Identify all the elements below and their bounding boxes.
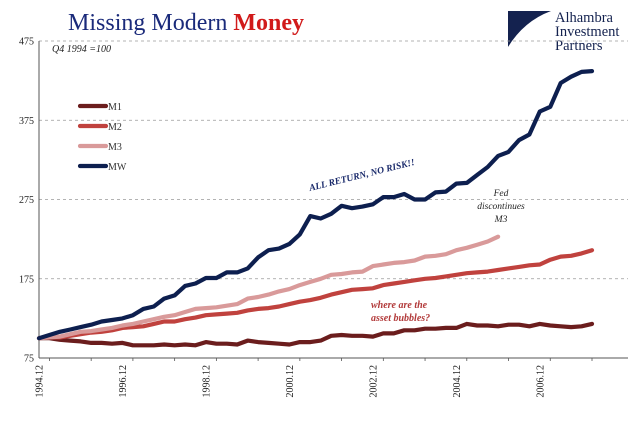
x-tick-label: 2006.12: [535, 365, 546, 398]
chart-title-main: Missing Modern: [68, 10, 233, 36]
y-tick-labels: 75 175 275 375 475: [19, 37, 34, 365]
x-tick-label: 2002.12: [368, 365, 379, 398]
swoosh-logo-accent-icon: [513, 14, 552, 42]
gridlines: [39, 40, 628, 280]
y-tick-label: 175: [19, 274, 34, 285]
series-line-mw: [36, 69, 595, 341]
x-tick-label: 1994.12: [35, 365, 46, 398]
y-tick-label: 75: [24, 354, 34, 365]
annotation-all-return: ALL RETURN, NO RISK!!: [307, 158, 416, 194]
legend: M1 M2 M3 MW: [77, 102, 127, 173]
brand-logo: Alhambra Investment Partners: [508, 10, 619, 54]
chart-title-accent: Money: [233, 10, 304, 36]
swoosh-logo-icon: [508, 11, 551, 47]
annotation-bubbles-line-1: where are the: [371, 300, 428, 311]
chart-subtitle: Q4 1994 =100: [52, 44, 111, 55]
series-line-m1: [36, 321, 595, 348]
x-tick-label: 1996.12: [118, 365, 129, 398]
annotation-fed-line-2: discontinues: [477, 202, 525, 212]
y-tick-label: 375: [19, 116, 34, 127]
chart-title: Missing Modern Money: [68, 10, 304, 36]
legend-label-m1: M1: [108, 102, 122, 113]
legend-label-m2: M2: [108, 122, 122, 133]
brand-line-2: Investment: [555, 24, 619, 40]
brand-line-3: Partners: [555, 38, 603, 54]
annotation-bubbles-line-2: asset bubbles?: [371, 313, 430, 324]
legend-label-m3: M3: [108, 142, 122, 153]
x-tick-label: 2004.12: [452, 365, 463, 398]
series-lines: [36, 69, 595, 348]
annotation-fed-line-1: Fed: [493, 189, 509, 199]
x-tick-label: 2000.12: [285, 365, 296, 398]
annotation-fed-line-3: M3: [494, 215, 508, 225]
x-tick-label: 1998.12: [201, 365, 212, 398]
x-tick-labels: 1994.12 1996.12 1998.12 2000.12 2002.12 2004.…: [35, 365, 547, 398]
axes: [38, 41, 628, 361]
series-line-m3: [36, 234, 501, 341]
y-tick-label: 275: [19, 195, 34, 206]
brand-line-1: Alhambra: [555, 10, 614, 26]
series-line-m2: [36, 248, 595, 341]
legend-label-mw: MW: [108, 162, 127, 173]
y-tick-label: 475: [19, 37, 34, 48]
